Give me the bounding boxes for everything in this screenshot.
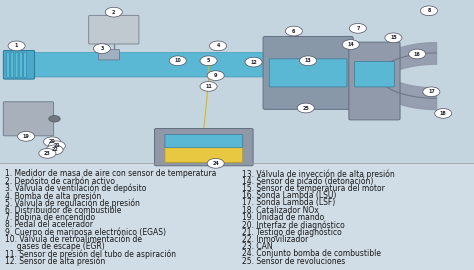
Text: 7. Bobina de encendido: 7. Bobina de encendido: [5, 213, 95, 222]
FancyBboxPatch shape: [3, 102, 54, 136]
Circle shape: [44, 137, 61, 147]
Text: 22. Inmovilizador: 22. Inmovilizador: [242, 235, 308, 244]
Text: 2: 2: [112, 10, 116, 15]
Circle shape: [207, 71, 224, 80]
Circle shape: [8, 41, 25, 51]
Text: 21: 21: [54, 143, 60, 148]
Text: 3: 3: [100, 46, 104, 51]
FancyBboxPatch shape: [0, 163, 474, 270]
FancyBboxPatch shape: [15, 52, 18, 77]
Text: 16. Sonda Lambda (LSU): 16. Sonda Lambda (LSU): [242, 191, 336, 200]
Text: 1. Medidor de masa de aire con sensor de temperatura: 1. Medidor de masa de aire con sensor de…: [5, 169, 216, 178]
Text: 15: 15: [390, 35, 397, 40]
Circle shape: [207, 158, 224, 168]
Text: 14. Sensor de picado (detonación): 14. Sensor de picado (detonación): [242, 177, 373, 186]
Circle shape: [169, 56, 186, 66]
Text: 11: 11: [205, 84, 212, 89]
Circle shape: [297, 103, 314, 113]
Text: 17. Sonda Lambda (LSF): 17. Sonda Lambda (LSF): [242, 198, 335, 207]
Text: 6: 6: [292, 29, 296, 33]
Text: 15. Sensor de temperatura del motor: 15. Sensor de temperatura del motor: [242, 184, 384, 193]
Text: 25. Sensor de revoluciones: 25. Sensor de revoluciones: [242, 257, 345, 266]
Text: 20. Interfaz de diagnóstico: 20. Interfaz de diagnóstico: [242, 220, 345, 230]
Circle shape: [48, 141, 65, 151]
FancyBboxPatch shape: [349, 42, 400, 120]
Text: 6. Distribuidor de combustible: 6. Distribuidor de combustible: [5, 206, 121, 215]
Text: 13: 13: [305, 58, 311, 63]
Circle shape: [200, 56, 217, 66]
Text: 9. Cuerpo de mariposa electrónico (EGAS): 9. Cuerpo de mariposa electrónico (EGAS): [5, 228, 166, 237]
FancyBboxPatch shape: [7, 52, 9, 77]
Text: 24. Conjunto bomba de combustible: 24. Conjunto bomba de combustible: [242, 249, 381, 258]
Text: 18. Catalizador NOx: 18. Catalizador NOx: [242, 206, 319, 215]
Text: gases de escape (EGR): gases de escape (EGR): [5, 242, 104, 251]
Circle shape: [300, 56, 317, 66]
FancyBboxPatch shape: [355, 62, 394, 87]
Circle shape: [200, 82, 217, 91]
Text: 13. Válvula de inyección de alta presión: 13. Válvula de inyección de alta presión: [242, 169, 394, 179]
Text: 16: 16: [414, 52, 420, 56]
Circle shape: [285, 26, 302, 36]
Circle shape: [210, 41, 227, 51]
Circle shape: [49, 116, 60, 122]
Text: 21. Testigo de diagnóstico: 21. Testigo de diagnóstico: [242, 228, 341, 237]
FancyBboxPatch shape: [263, 36, 353, 109]
Text: 5: 5: [207, 58, 210, 63]
Text: 25: 25: [302, 106, 309, 110]
Text: 19: 19: [23, 134, 29, 139]
Text: 4: 4: [216, 43, 220, 48]
FancyBboxPatch shape: [89, 15, 139, 44]
Text: 2. Depósito de carbón activo: 2. Depósito de carbón activo: [5, 177, 115, 186]
Circle shape: [423, 87, 440, 97]
Text: 8. Pedal del acelerador: 8. Pedal del acelerador: [5, 220, 93, 229]
FancyBboxPatch shape: [165, 134, 243, 148]
Text: 23. CAN: 23. CAN: [242, 242, 273, 251]
FancyBboxPatch shape: [11, 52, 14, 77]
Text: 12. Sensor de alta presión: 12. Sensor de alta presión: [5, 257, 105, 266]
Text: 7: 7: [356, 26, 360, 31]
Text: 17: 17: [428, 89, 435, 94]
Text: 23: 23: [44, 151, 51, 156]
Circle shape: [435, 109, 452, 118]
Circle shape: [18, 131, 35, 141]
FancyBboxPatch shape: [19, 52, 22, 77]
Text: 1: 1: [15, 43, 18, 48]
FancyBboxPatch shape: [17, 53, 344, 77]
Circle shape: [349, 23, 366, 33]
Circle shape: [409, 49, 426, 59]
FancyBboxPatch shape: [99, 49, 119, 60]
Circle shape: [420, 6, 438, 16]
Text: 11. Sensor de presión del tubo de aspiración: 11. Sensor de presión del tubo de aspira…: [5, 249, 176, 259]
Text: 20: 20: [49, 139, 55, 144]
Text: 3. Válvula de ventilación de depósito: 3. Válvula de ventilación de depósito: [5, 184, 146, 193]
Text: 9: 9: [214, 73, 218, 78]
Circle shape: [342, 40, 359, 49]
FancyBboxPatch shape: [3, 50, 35, 79]
Text: 19. Unidad de mando: 19. Unidad de mando: [242, 213, 324, 222]
Circle shape: [46, 145, 63, 155]
FancyBboxPatch shape: [155, 129, 253, 166]
FancyBboxPatch shape: [0, 0, 474, 167]
Circle shape: [385, 33, 402, 43]
Text: 24: 24: [212, 161, 219, 166]
Circle shape: [245, 57, 262, 67]
FancyBboxPatch shape: [24, 52, 27, 77]
FancyBboxPatch shape: [165, 147, 243, 163]
Text: 5. Válvula de regulación de presión: 5. Válvula de regulación de presión: [5, 198, 140, 208]
Text: 12: 12: [250, 60, 257, 65]
Text: 14: 14: [347, 42, 354, 47]
Text: 22: 22: [51, 147, 58, 152]
Circle shape: [39, 148, 56, 158]
FancyBboxPatch shape: [269, 59, 347, 87]
Text: 10: 10: [174, 58, 181, 63]
Text: 4. Bomba de alta presión: 4. Bomba de alta presión: [5, 191, 101, 201]
Circle shape: [93, 44, 110, 53]
Text: 10. Válvula de retroalimentación de: 10. Válvula de retroalimentación de: [5, 235, 142, 244]
Text: 8: 8: [427, 8, 431, 13]
Text: 18: 18: [440, 111, 447, 116]
Circle shape: [105, 7, 122, 17]
